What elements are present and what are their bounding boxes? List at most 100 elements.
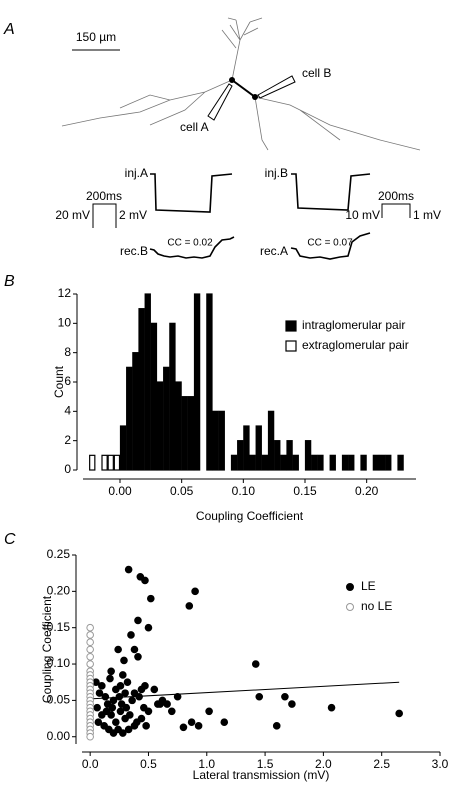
bar (169, 322, 176, 471)
point (173, 692, 182, 701)
legend-swatch (346, 603, 354, 611)
scale-label: 200ms (378, 189, 414, 203)
bar (89, 454, 96, 471)
x-tick-label: 3.0 (432, 757, 449, 771)
point (141, 682, 149, 690)
point (116, 707, 125, 716)
point (205, 707, 213, 716)
point (142, 722, 150, 730)
pipette (207, 75, 296, 121)
trace-label: rec.A (260, 244, 288, 258)
point (134, 652, 142, 661)
point (114, 645, 122, 654)
x-axis-label: Coupling Coefficient (196, 509, 304, 523)
point (281, 692, 289, 701)
bar (230, 454, 238, 471)
bar (274, 440, 281, 471)
bar (175, 381, 182, 471)
cell-label: cell A (180, 120, 209, 134)
bar (360, 454, 367, 471)
bar (255, 425, 262, 471)
scale-label: 200ms (86, 189, 122, 203)
point (124, 725, 133, 734)
point (137, 714, 146, 723)
bar (292, 454, 299, 471)
point (147, 594, 155, 603)
point (135, 692, 143, 701)
point (101, 692, 110, 701)
point (144, 623, 153, 632)
y-tick-label: 0.15 (47, 620, 71, 634)
bar (138, 308, 145, 471)
scale-label: 10 mV (345, 208, 380, 222)
x-tick-label: 2.5 (373, 757, 390, 771)
point (130, 722, 139, 730)
point (121, 689, 129, 697)
y-tick-label: 0.20 (47, 584, 71, 598)
legend-label: no LE (361, 599, 392, 613)
point (120, 656, 128, 665)
legend-label: intraglomerular pair (302, 318, 405, 332)
point (128, 696, 136, 705)
bar (212, 410, 219, 471)
scale-label: 1 mV (413, 208, 441, 222)
point (130, 645, 139, 654)
y-tick-label: 0 (64, 462, 71, 476)
x-tick-label: 0.05 (170, 484, 194, 498)
scale-bar (381, 203, 411, 218)
trace (290, 232, 371, 260)
bar (372, 454, 380, 471)
bar (181, 396, 188, 471)
point (272, 722, 281, 730)
cell-label: cell B (302, 66, 331, 80)
bar (193, 293, 201, 471)
x-axis-label: Lateral transmission (mV) (193, 768, 330, 782)
point (179, 723, 188, 732)
trace (150, 173, 233, 213)
legend-swatch (285, 320, 297, 332)
point (126, 711, 134, 719)
bar (280, 454, 287, 471)
x-tick-label: 2.0 (315, 757, 332, 771)
panel-label: B (4, 273, 15, 290)
neuron (61, 17, 421, 151)
point (144, 707, 153, 716)
x-tick-label: 0.0 (82, 757, 99, 771)
point (86, 645, 94, 654)
cc-label: CC = 0.07 (307, 238, 353, 249)
point (94, 718, 103, 726)
bar (126, 366, 133, 471)
legend-swatch (285, 340, 297, 352)
scale-label: 20 mV (55, 208, 90, 222)
point (187, 718, 196, 726)
trace-label: inj.A (125, 166, 148, 180)
bar (144, 293, 151, 471)
point (141, 576, 149, 585)
bar (249, 454, 256, 471)
trace (149, 236, 235, 259)
point (288, 700, 296, 708)
bar (156, 381, 164, 471)
point (150, 685, 159, 694)
point (395, 709, 403, 718)
x-tick-label: 0.15 (293, 484, 317, 498)
bar (304, 440, 312, 471)
bar (163, 366, 170, 471)
bar (378, 454, 386, 471)
point (93, 703, 101, 712)
y-axis-label: Coupling Coefficient (40, 595, 54, 703)
point (327, 703, 336, 712)
y-tick-label: 0.25 (47, 547, 71, 561)
legend-label: LE (361, 579, 376, 593)
point (112, 718, 120, 726)
y-tick-label: 2 (64, 433, 71, 447)
point (115, 692, 124, 701)
y-tick-label: 8 (64, 345, 71, 359)
point (107, 667, 115, 676)
y-tick-label: 12 (58, 286, 72, 300)
point (156, 700, 164, 708)
y-tick-label: 0.05 (47, 693, 71, 707)
cc-label: CC = 0.02 (167, 238, 213, 249)
x-tick-label: 0.20 (355, 484, 379, 498)
